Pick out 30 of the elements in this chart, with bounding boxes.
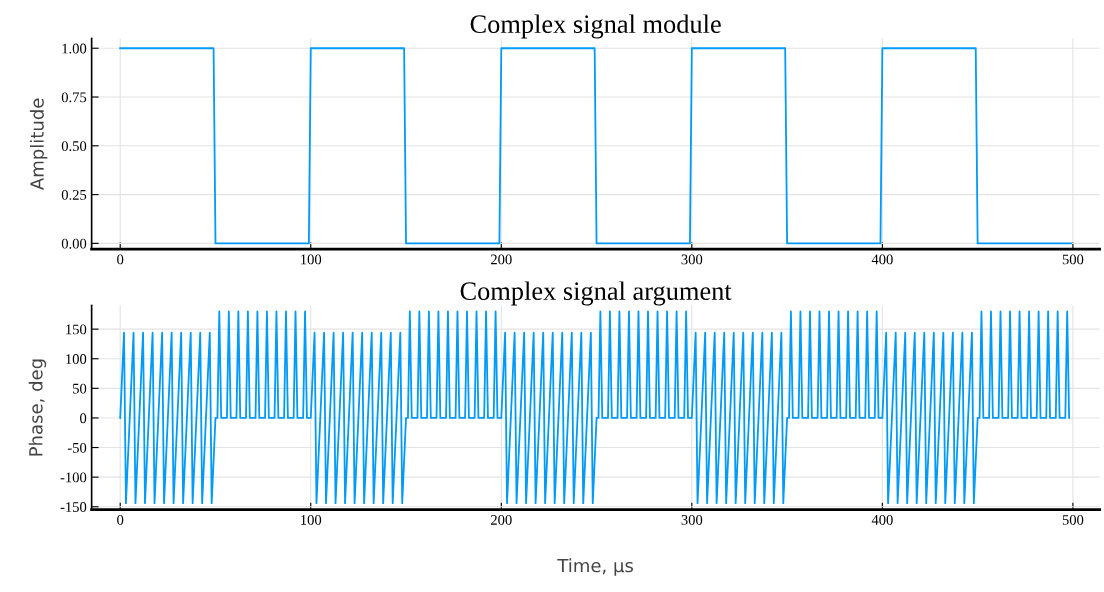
- x-tick-label: 500: [1062, 514, 1084, 525]
- x-tick-label: 300: [681, 514, 703, 525]
- x-tick-label: 400: [871, 254, 893, 265]
- chart-title: Complex signal module: [470, 14, 721, 39]
- x-tick-label: 100: [301, 514, 322, 525]
- y-tick-label: 0.25: [61, 189, 87, 200]
- y-tick-label: -100: [60, 472, 87, 483]
- x-tick-label: 100: [301, 254, 322, 265]
- y-tick-label: -150: [60, 502, 87, 512]
- y-tick-label: 100: [66, 354, 87, 364]
- x-axis-title: Time, μs: [557, 558, 633, 576]
- x-tick-label: 200: [490, 514, 512, 525]
- chart-title: Complex signal argument: [460, 281, 732, 306]
- y-tick-label: 0.75: [61, 92, 87, 103]
- x-tick-label: 200: [490, 254, 512, 265]
- y-tick-label: 0.00: [61, 238, 87, 249]
- x-tick-label: 400: [871, 514, 893, 525]
- y-tick-label: 50: [73, 383, 87, 394]
- y-axis-title: Phase, deg: [28, 359, 47, 456]
- x-tick-label: 500: [1062, 254, 1084, 265]
- line-series: [119, 310, 1071, 505]
- x-tick-label: 0: [117, 514, 124, 525]
- y-tick-label: 1.00: [62, 43, 87, 54]
- x-tick-label: 0: [117, 254, 124, 265]
- y-tick-label: 150: [66, 324, 87, 335]
- x-tick-label: 300: [681, 254, 703, 265]
- y-axis-title: Amplitude: [29, 98, 48, 190]
- y-tick-label: 0.50: [61, 141, 87, 152]
- y-tick-label: -50: [67, 442, 87, 453]
- y-tick-label: 0: [80, 413, 87, 424]
